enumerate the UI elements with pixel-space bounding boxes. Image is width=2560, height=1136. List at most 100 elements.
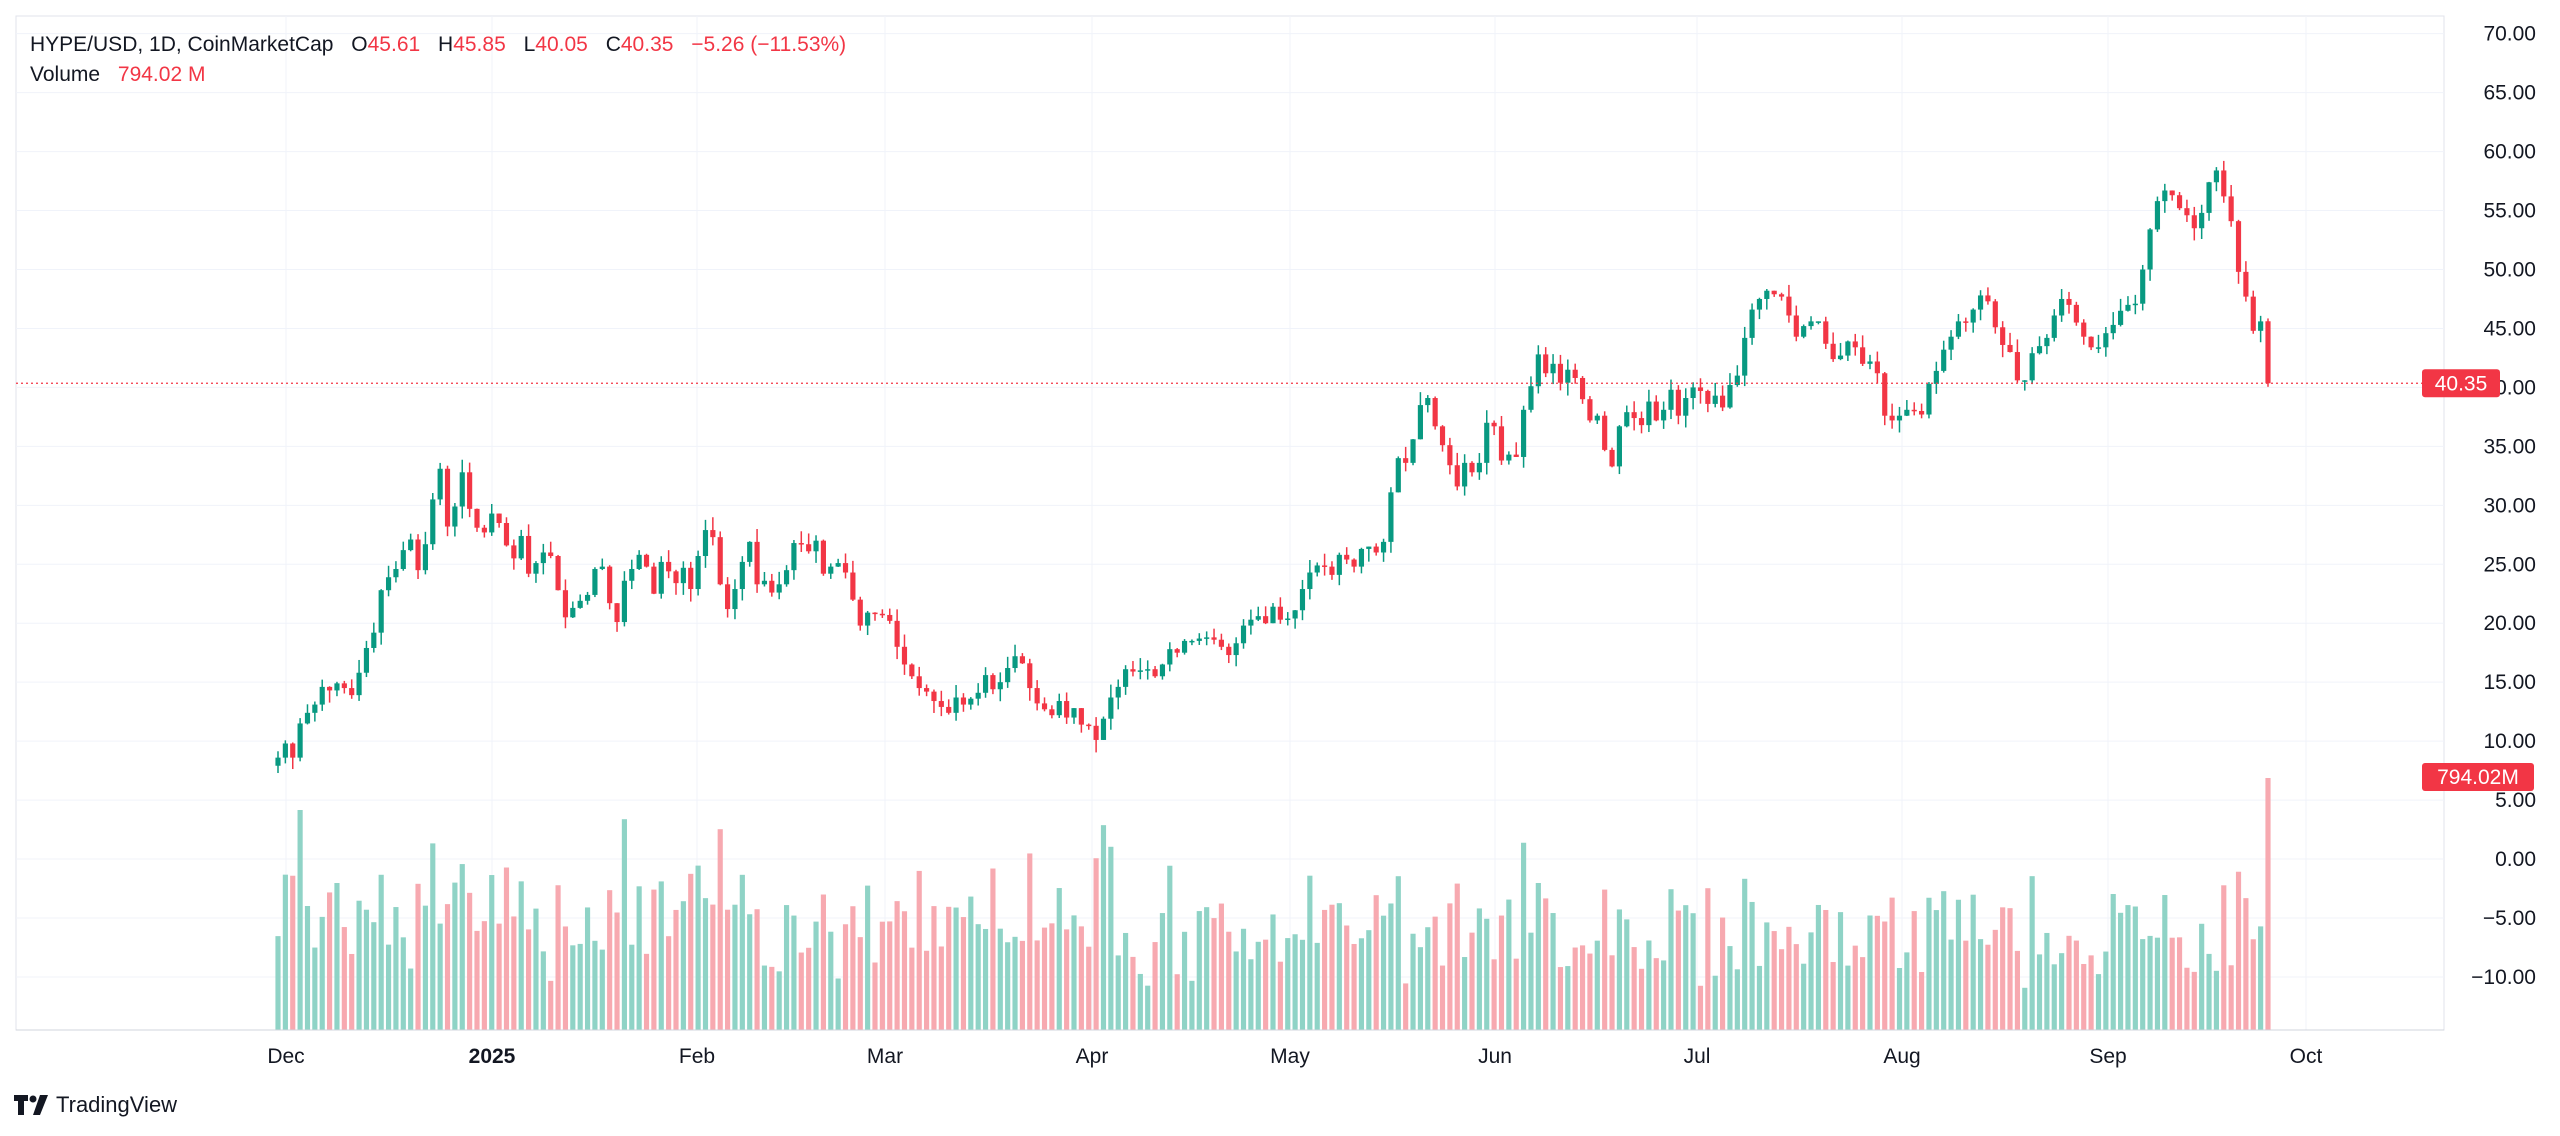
last-price-label-box [2422,369,2500,398]
candle-body [2221,170,2227,197]
price-tick-label: −10.00 [2471,966,2536,989]
candle-body [739,561,745,590]
volume-bar [327,892,333,1030]
candle-body [2213,170,2219,183]
volume-bar [1100,825,1107,1030]
volume-bar [1690,913,1696,1030]
volume-bar [1211,918,1217,1030]
volume-bar [2014,950,2020,1030]
volume-bar [1115,955,1121,1030]
time-tick-label: 2025 [469,1045,516,1068]
volume-bar [1454,883,1460,1030]
volume-bar [290,875,296,1030]
candle-body [275,757,281,766]
candle-body [1012,656,1018,669]
volume-bar [1484,918,1490,1030]
candle-body [931,691,937,702]
time-tick-label: Feb [679,1045,715,1068]
volume-bar [761,965,768,1030]
volume-bar [503,867,510,1030]
candle-body [1506,454,1512,461]
candle-body [769,580,775,593]
volume-bar [356,900,362,1030]
candle-body [1661,409,1667,421]
volume-bar [1808,932,1814,1030]
volume-bar [997,928,1003,1030]
candle-body [1233,643,1239,656]
candle-body [408,539,414,551]
candle-body [2095,347,2102,349]
volume-bar [2258,926,2264,1030]
volume-bar [1668,889,1674,1030]
volume-bar [1388,903,1394,1030]
volume-bar [1425,927,1431,1030]
volume-bar [1462,957,1468,1030]
candle-body [2258,321,2264,331]
volume-bar [990,868,996,1030]
volume-bar [474,930,480,1030]
volume-bar [629,944,635,1030]
volume-bar [1963,940,1969,1030]
candle-body [636,554,642,569]
tradingview-logo[interactable]: TradingView [14,1092,177,1118]
volume-bar [658,881,664,1030]
candle-body [1204,637,1210,639]
volume-bar [651,889,657,1030]
price-tick-label: 10.00 [2483,730,2536,753]
volume-bar [798,952,804,1030]
candle-body [2191,215,2197,229]
close-label: C [605,33,621,56]
candle-body [1948,336,1954,350]
volume-bar [1027,853,1033,1030]
volume-bar [747,914,753,1030]
candle-body [1432,398,1438,427]
candle-body [1815,321,1821,323]
candle-body [1307,572,1313,590]
time-tick-label: May [1270,1045,1310,1068]
candle-body [1100,718,1107,740]
volume-bar [481,921,487,1030]
volume-bar [791,915,797,1030]
candle-body [2235,221,2242,272]
candle-body [584,594,591,601]
volume-bar [953,907,959,1030]
volume-bar [282,874,288,1030]
volume-bar [2191,971,2197,1030]
volume-bar [437,923,443,1030]
candle-body [1616,426,1622,467]
candle-body [783,570,790,585]
time-tick-label: Aug [1883,1045,1920,1068]
volume-bar [1697,985,1704,1030]
volume-bar [1727,946,1733,1030]
volume-bar [1417,947,1423,1030]
volume-bar [1218,903,1224,1030]
price-tick-label: 35.00 [2483,435,2536,458]
volume-bar [909,947,915,1030]
candle-body [761,580,768,585]
candle-body [2199,212,2205,229]
volume-bar [1491,959,1497,1030]
candle-body [960,697,967,705]
volume-bar [1764,922,1770,1030]
candle-body [1019,656,1025,664]
volume-bar [592,940,598,1030]
volume-bar [842,924,849,1030]
volume-bar [1904,952,1910,1030]
change-value: −5.26 (−11.53%) [691,33,847,56]
volume-bar [1314,942,1320,1030]
volume-bar [393,907,399,1030]
chart-axes: 70.0065.0060.0055.0050.0045.0040.0035.00… [16,23,2536,1068]
candle-body [879,613,885,616]
candle-body [2147,229,2153,270]
volume-bar [1543,898,1549,1030]
candle-body [2162,190,2168,202]
candle-body [363,647,370,673]
volume-bar [2176,937,2183,1030]
price-tick-label: 20.00 [2483,612,2536,635]
volume-bar [1196,911,1202,1030]
time-tick-label: Dec [267,1045,304,1068]
volume-bar [1498,915,1505,1030]
candle-body [1837,355,1844,360]
candle-body [2103,333,2109,348]
